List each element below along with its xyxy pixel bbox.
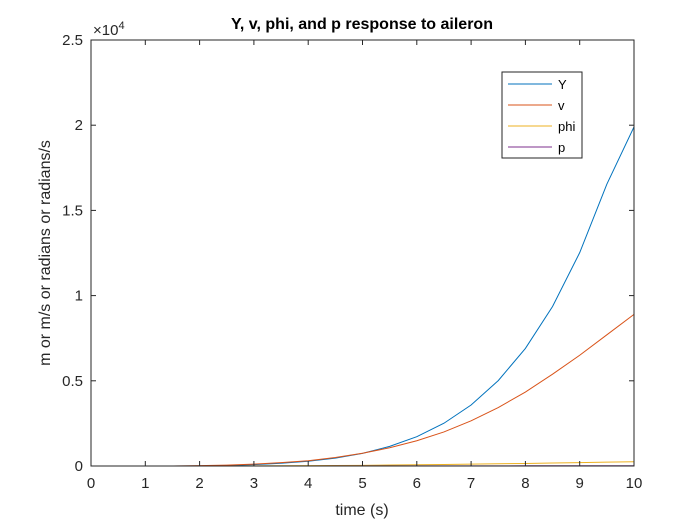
ticks: 0 1 2 3 4 5 6 7 8 9 10 0 0.5 1 1.5 2 2.5 [62,32,642,492]
legend-label-Y: Y [558,77,567,92]
y-axis-label: m or m/s or radians or radians/s [37,140,54,366]
x-tick-label: 0 [87,475,95,492]
x-tick-label: 8 [521,475,529,492]
legend-label-v: v [558,98,565,113]
x-tick-label: 10 [626,475,643,492]
x-tick-label: 5 [358,475,366,492]
x-tick-label: 2 [195,475,203,492]
y-tick-label: 1.5 [62,202,83,219]
y-exponent: ×104 [93,20,125,39]
x-tick-label: 1 [141,475,149,492]
legend-label-p: p [558,140,565,155]
x-tick-label: 3 [250,475,258,492]
y-tick-label: 1 [75,288,83,305]
legend-label-phi: phi [558,119,575,134]
chart-title: Y, v, phi, and p response to aileron [231,16,493,33]
y-exponent-power: 4 [118,20,124,32]
x-tick-label: 4 [304,475,312,492]
y-tick-label: 0.5 [62,373,83,390]
x-tick-label: 9 [576,475,584,492]
y-tick-label: 0 [75,458,83,475]
y-tick-label: 2.5 [62,32,83,49]
x-axis-label: time (s) [335,502,388,519]
y-tick-label: 2 [75,117,83,134]
x-tick-label: 7 [467,475,475,492]
x-tick-label: 6 [413,475,421,492]
legend-box [501,71,583,159]
y-exponent-base: ×10 [93,22,118,39]
legend: Yv phi p [501,71,583,159]
